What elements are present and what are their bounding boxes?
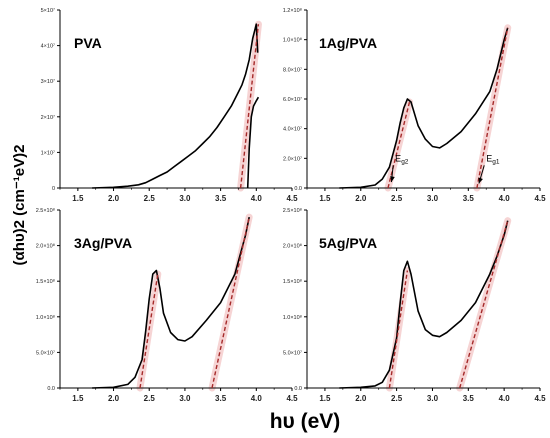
y-tick-label: 8.0×10⁷ [283,66,302,73]
x-tick-label: 4.5 [286,394,298,403]
fit-line [476,27,509,189]
data-curve [246,96,260,189]
x-tick-label: 2.5 [144,194,156,203]
y-tick-label: 2.0×10⁸ [36,243,55,250]
fit-line [387,101,411,189]
panel-3: 1.5 2.0 2.5 3.0 3.5 4.0 4.5 0.0 5.0×10⁷ 1.0×10⁸ 1.… [36,207,298,403]
x-tick-label: 3.5 [463,194,475,203]
fit-line [388,270,409,389]
panel-1: 1.5 2.0 2.5 3.0 3.5 4.0 4.5 0 1×10⁷ 2×10⁷ 3×10⁷ 4×1… [41,7,299,203]
x-tick-label: 4.5 [534,194,546,203]
x-tick-label: 2.5 [391,194,403,203]
y-tick-label: 1.5×10⁸ [36,278,55,285]
y-tick-label: 4.0×10⁷ [283,126,302,133]
panel-4: 1.5 2.0 2.5 3.0 3.5 4.0 4.5 0.0 5.0×10⁷ 1.0×10⁸ 1.… [283,207,546,403]
x-tick-label: 3.5 [215,394,227,403]
annotation-arrow-head [478,177,483,184]
panel-label: 5Ag/PVA [319,235,377,251]
y-tick-label: 1×10⁷ [41,149,55,156]
x-tick-label: 2.0 [355,394,367,403]
y-tick-label: 5.0×10⁷ [36,349,55,356]
y-tick-label: 1.5×10⁸ [283,278,302,285]
y-tick-label: 1.0×10⁸ [283,314,302,321]
y-axis-title: (αhυ)2 (cm⁻¹eV)2 [11,145,28,266]
x-tick-label: 1.5 [72,194,84,203]
panel-2: 1.5 2.0 2.5 3.0 3.5 4.0 4.5 0.0 2.0×10⁷ 4.0×10⁷ 6.… [283,7,546,203]
x-tick-label: 3.0 [427,394,439,403]
x-tick-label: 1.5 [319,394,331,403]
x-tick-label: 1.5 [319,194,331,203]
y-tick-label: 2.0×10⁸ [283,243,302,250]
y-tick-label: 1.2×10⁸ [283,7,302,14]
x-axis-title: hυ (eV) [270,410,341,433]
y-tick-label: 1.0×10⁸ [36,314,55,321]
y-tick-label: 1.0×10⁸ [283,37,302,44]
x-tick-label: 3.0 [179,394,191,403]
fit-line [459,220,509,389]
x-tick-label: 2.0 [355,194,367,203]
x-tick-label: 3.5 [215,194,227,203]
annotation-arrow-head [390,176,395,183]
y-tick-label: 4×10⁷ [41,43,55,50]
annotation-label: Eg1 [486,153,500,165]
fit-highlight [136,270,162,392]
x-tick-label: 4.0 [499,194,511,203]
y-tick-label: 0.0 [294,186,302,192]
x-tick-label: 4.5 [286,194,298,203]
y-tick-label: 5×10⁷ [41,7,55,14]
x-tick-label: 4.0 [251,394,263,403]
data-curve [92,23,259,189]
annotation-label: Eg2 [395,153,409,165]
y-tick-label: 0.0 [47,386,55,392]
panel-label: PVA [74,35,102,51]
x-tick-label: 2.5 [144,394,156,403]
x-tick-label: 3.5 [463,394,475,403]
fit-line [239,24,260,189]
y-tick-label: 5.0×10⁷ [283,349,302,356]
x-tick-label: 4.0 [251,194,263,203]
data-curve [92,216,250,389]
panel-label: 1Ag/PVA [319,35,377,51]
x-tick-label: 3.0 [427,194,439,203]
y-tick-label: 2.5×10⁸ [36,207,55,214]
y-tick-label: 0 [52,186,55,192]
panel-label: 3Ag/PVA [74,235,132,251]
x-tick-label: 1.5 [72,394,84,403]
x-tick-label: 2.0 [108,394,120,403]
data-curve [339,27,509,189]
x-tick-label: 3.0 [179,194,191,203]
y-tick-label: 2.0×10⁷ [283,155,302,162]
y-tick-label: 2×10⁷ [41,114,55,121]
y-tick-label: 6.0×10⁷ [283,96,302,103]
x-tick-label: 4.5 [534,394,546,403]
data-curve [339,220,509,389]
y-tick-label: 2.5×10⁸ [283,207,302,214]
x-tick-label: 4.0 [499,394,511,403]
x-tick-label: 2.0 [108,194,120,203]
fit-line [211,216,250,389]
x-tick-label: 2.5 [391,394,403,403]
y-tick-label: 0.0 [294,386,302,392]
y-tick-label: 3×10⁷ [41,78,55,85]
